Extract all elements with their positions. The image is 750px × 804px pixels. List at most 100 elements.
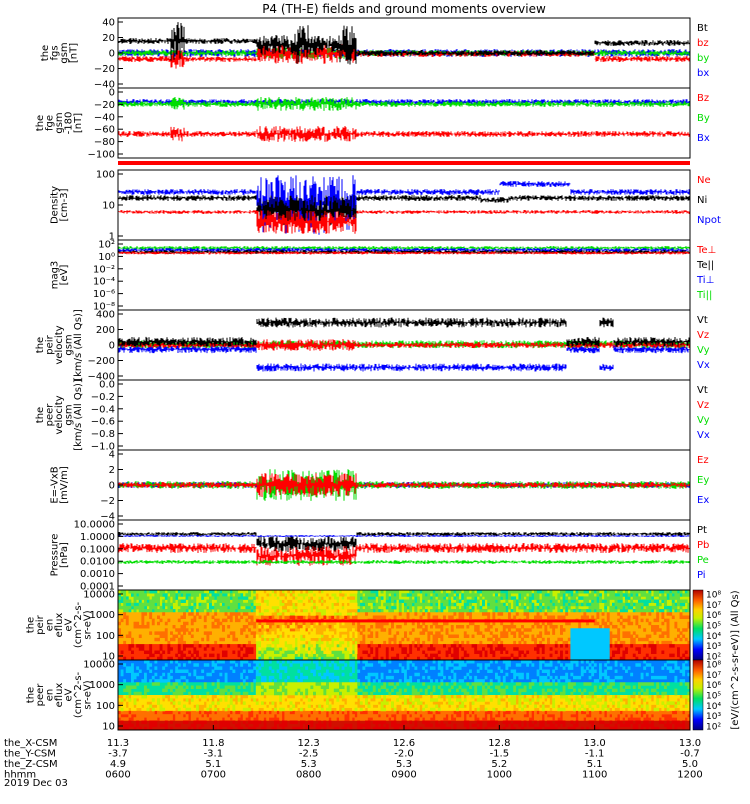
panel-p3: 100 10 1 Density[cm-3] Ne Ni Npot xyxy=(49,169,721,243)
series-bz xyxy=(118,44,690,69)
y-tick-label: 2 xyxy=(109,465,115,476)
y-tick-label: −200 xyxy=(88,356,115,367)
heatmap-cells xyxy=(118,710,690,721)
footer-value: 12.3 xyxy=(298,738,320,749)
y-tick-label: 40 xyxy=(102,18,115,29)
panel-frame xyxy=(117,379,691,451)
series-vt xyxy=(118,317,690,347)
footer-value: 0900 xyxy=(391,770,416,781)
colorbar-tick-label: 10² xyxy=(706,653,721,663)
y-tick-label: 10² xyxy=(98,240,115,251)
legend-entry: bz xyxy=(697,38,709,49)
legend-entry: Bt xyxy=(697,23,708,34)
legend-entry: Ez xyxy=(697,455,709,466)
y-axis-label: [mV/m] xyxy=(59,466,70,504)
y-tick-label: 10⁻⁴ xyxy=(93,277,115,288)
legend-entry: Bz xyxy=(697,93,709,104)
series-ne xyxy=(118,210,690,234)
legend-entry: By xyxy=(697,113,710,124)
y-tick-label: 10 xyxy=(102,201,115,212)
y-tick-label: 10⁻⁸ xyxy=(93,302,115,313)
legend-entry: Vx xyxy=(697,430,710,441)
y-axis-label: (cm^2-s- xyxy=(73,601,84,648)
plot-area-p4 xyxy=(118,246,690,255)
y-axis-label: en xyxy=(45,689,56,702)
y-tick-label: −4 xyxy=(100,512,115,523)
legend-entry: Ni xyxy=(697,195,707,206)
series-pt xyxy=(118,532,690,552)
colorbar-tick-label: 10² xyxy=(706,723,721,733)
y-axis-label: eV xyxy=(64,618,75,631)
panel-frame xyxy=(117,519,691,591)
y-tick-label: 4 xyxy=(109,450,115,461)
y-axis-label: Pressure xyxy=(49,534,60,577)
panel-p7: 4 2 0 −2 −4 E=-VxB[mV/m] Ez Ey Ex xyxy=(49,449,709,523)
footer-value: 11.8 xyxy=(202,738,224,749)
y-tick-label: 0 xyxy=(109,88,115,99)
footer-value: 1000 xyxy=(487,770,512,781)
heatmap-cells xyxy=(118,615,690,660)
y-tick-label: 10000 xyxy=(83,660,115,671)
heatmap-band xyxy=(256,619,595,623)
y-tick-label: −1.0 xyxy=(91,442,115,453)
colorbar-tick-label: 10³ xyxy=(706,712,721,722)
heatmap-cells xyxy=(118,695,690,712)
date-label: 2019 Dec 03 xyxy=(4,778,68,789)
y-tick-label: −40 xyxy=(94,80,115,91)
panels-group: 40200−20−40thefgsgsm[nT]Btbzbybx0−20−40−… xyxy=(26,17,741,733)
y-tick-label: 10 xyxy=(102,652,115,663)
series-te-perp xyxy=(118,251,690,255)
colorbar-tick-label: 10⁴ xyxy=(706,702,721,712)
series-ez xyxy=(118,473,690,497)
legend-entry: Bx xyxy=(697,133,710,144)
plot-area-p3 xyxy=(118,175,690,235)
y-tick-label: 0.0 xyxy=(99,380,115,391)
y-tick-label: 0 xyxy=(109,481,115,492)
footer-value: 4.9 xyxy=(110,759,126,770)
y-tick-label: −20 xyxy=(94,64,115,75)
y-axis-label: Density xyxy=(49,186,60,224)
colorbar-label: [eV/(cm^2-s-sr-eV)] (All Qs) xyxy=(730,590,741,729)
y-tick-label: 10000 xyxy=(83,590,115,601)
y-axis-label: gsm xyxy=(54,112,65,133)
y-axis-label: velocity xyxy=(54,395,65,434)
y-tick-label: −0.8 xyxy=(91,429,115,440)
footer-value: 5.0 xyxy=(682,759,698,770)
legend-entry: Pe xyxy=(697,555,709,566)
colorbar-tick-label: 10⁵ xyxy=(706,692,721,702)
y-axis-label: eflux xyxy=(54,683,65,708)
legend-entry: Vx xyxy=(697,360,710,371)
heatmap-cells xyxy=(120,682,690,712)
y-axis-label: E=-VxB xyxy=(49,466,60,503)
footer-value: -0.7 xyxy=(680,749,700,760)
y-axis-label: [cm-3] xyxy=(59,188,70,221)
legend-entry: Vt xyxy=(697,385,708,396)
y-axis-label: -180 xyxy=(64,112,75,135)
series-bz xyxy=(118,126,690,142)
footer-value: 11.3 xyxy=(107,738,129,749)
footer-value: 12.6 xyxy=(393,738,415,749)
y-tick-label: −40 xyxy=(94,112,115,123)
colorbar-tick-label: 10⁷ xyxy=(706,671,721,681)
footer-value: -1.1 xyxy=(585,749,605,760)
y-tick-label: 0 xyxy=(109,49,115,60)
y-tick-label: 200 xyxy=(96,325,115,336)
y-axis-label: velocity xyxy=(54,325,65,364)
y-tick-label: −0.4 xyxy=(91,404,115,415)
y-tick-label: −400 xyxy=(88,372,115,383)
y-tick-label: 0.0010 xyxy=(80,569,115,580)
y-tick-label: 100 xyxy=(96,631,115,642)
y-tick-label: −60 xyxy=(94,125,115,136)
y-axis-label: [nT] xyxy=(68,43,79,63)
footer-group: the_X-CSM 11.3 11.8 12.3 12.6 12.8 13.0 13.0 the… xyxy=(4,725,703,781)
colorbar-tick-label: 10⁷ xyxy=(706,601,721,611)
plot-area-p8 xyxy=(118,532,690,566)
legend-entry: Ey xyxy=(697,475,709,486)
y-tick-label: 1.0000 xyxy=(80,532,115,543)
plot-area-p7 xyxy=(118,469,690,501)
y-tick-label: −0.6 xyxy=(91,417,115,428)
